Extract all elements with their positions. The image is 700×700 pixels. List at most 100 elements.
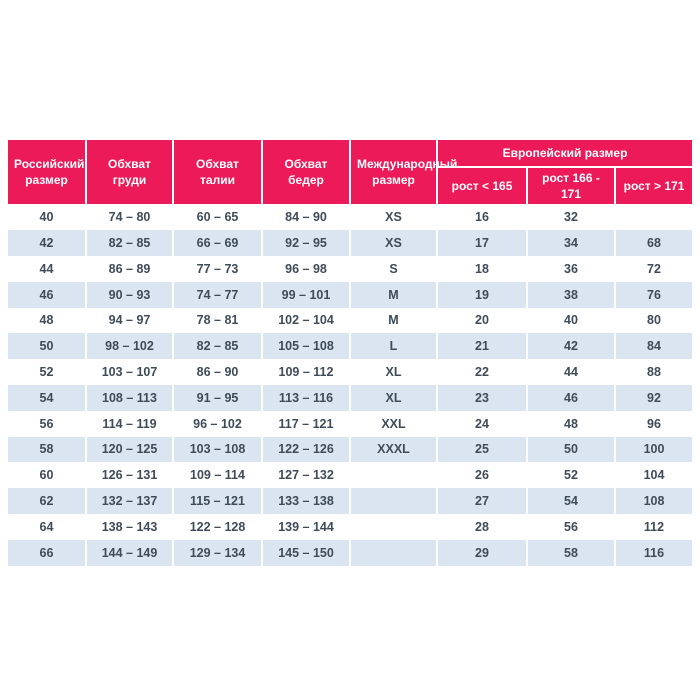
cell: 103 – 107	[85, 359, 173, 385]
cell: 133 – 138	[261, 488, 350, 514]
cell: 98 – 102	[85, 333, 173, 360]
subcolumn-header-height-166-171: рост 166 - 171	[526, 167, 615, 205]
cell: 96 – 102	[172, 410, 262, 437]
cell: 132 – 137	[85, 488, 173, 514]
table-row: 66 144 – 149 129 – 134 145 – 150 29 58 116	[8, 539, 692, 566]
cell: 56	[39, 416, 54, 431]
cell: 40	[39, 210, 54, 225]
cell: 32	[526, 204, 615, 231]
cell: 88	[614, 359, 692, 385]
cell	[614, 204, 692, 231]
cell: 23	[436, 384, 527, 411]
cell: XXL	[349, 410, 437, 437]
cell: 36	[526, 255, 615, 282]
cell: 109 – 112	[261, 359, 350, 385]
cell	[349, 488, 437, 514]
cell: 26	[436, 462, 527, 489]
cell	[349, 513, 437, 540]
cell: 144 – 149	[85, 539, 173, 566]
cell: 19	[436, 281, 527, 308]
cell: 64	[39, 519, 54, 534]
table-row: 48 94 – 97 78 – 81 102 – 104 M 20 40 80	[8, 307, 692, 334]
cell: 86 – 89	[85, 255, 173, 282]
cell: 76	[614, 281, 692, 308]
cell: 99 – 101	[261, 281, 350, 308]
cell: 114 – 119	[85, 410, 173, 437]
cell: M	[349, 307, 437, 334]
cell: 52	[39, 365, 54, 380]
cell: 127 – 132	[261, 462, 350, 489]
cell: 52	[526, 462, 615, 489]
cell: 112	[614, 513, 692, 540]
column-group-header-european-size: Европейский размер	[436, 140, 692, 168]
cell: XS	[349, 204, 437, 231]
column-header-chest: Обхват груди	[85, 140, 173, 205]
cell: 66 – 69	[172, 230, 262, 256]
cell: 48	[39, 313, 54, 328]
cell: 139 – 144	[261, 513, 350, 540]
cell: 62	[39, 494, 54, 509]
subcolumn-header-height-lt-165: рост < 165	[436, 167, 527, 205]
cell: 54	[39, 390, 54, 405]
cell: 56	[526, 513, 615, 540]
table-header: Российский размер Обхват груди Обхват та…	[8, 140, 692, 205]
cell: 66	[39, 545, 54, 560]
cell: 74 – 80	[85, 204, 173, 231]
column-header-hips: Обхват бедер	[261, 140, 350, 205]
cell: 117 – 121	[261, 410, 350, 437]
cell: 122 – 126	[261, 436, 350, 463]
cell: 103 – 108	[172, 436, 262, 463]
cell: S	[349, 255, 437, 282]
cell: 60	[39, 468, 54, 483]
subcolumn-header-height-gt-171: рост > 171	[614, 167, 692, 205]
cell: 96	[614, 410, 692, 437]
cell: 78 – 81	[172, 307, 262, 334]
cell: 50	[526, 436, 615, 463]
cell: 91 – 95	[172, 384, 262, 411]
cell: 60 – 65	[172, 204, 262, 231]
cell: 17	[436, 230, 527, 256]
cell: 54	[526, 488, 615, 514]
cell: 126 – 131	[85, 462, 173, 489]
cell: 42	[526, 333, 615, 360]
table-row: 54 108 – 113 91 – 95 113 – 116 XL 23 46 92	[8, 384, 692, 411]
cell: 74 – 77	[172, 281, 262, 308]
cell: 115 – 121	[172, 488, 262, 514]
table-row: 46 90 – 93 74 – 77 99 – 101 M 19 38 76	[8, 281, 692, 308]
cell: 46	[39, 287, 54, 302]
table-row: 60 126 – 131 109 – 114 127 – 132 26 52 104	[8, 462, 692, 489]
cell: XL	[349, 384, 437, 411]
cell: 24	[436, 410, 527, 437]
cell: 21	[436, 333, 527, 360]
cell: 116	[614, 539, 692, 566]
cell: 28	[436, 513, 527, 540]
size-table: Российский размер Обхват груди Обхват та…	[8, 140, 692, 566]
cell: 104	[614, 462, 692, 489]
cell: 92	[614, 384, 692, 411]
table-row: 50 98 – 102 82 – 85 105 – 108 L 21 42 84	[8, 333, 692, 360]
cell: 94 – 97	[85, 307, 173, 334]
cell: 102 – 104	[261, 307, 350, 334]
cell: 40	[526, 307, 615, 334]
cell: 16	[436, 204, 527, 231]
cell: 18	[436, 255, 527, 282]
cell: 82 – 85	[172, 333, 262, 360]
cell: 38	[526, 281, 615, 308]
column-header-international-size: Международный размер	[349, 140, 457, 205]
table-row: 64 138 – 143 122 – 128 139 – 144 28 56 112	[8, 513, 692, 540]
cell: 44	[526, 359, 615, 385]
cell: 80	[614, 307, 692, 334]
cell: 109 – 114	[172, 462, 262, 489]
cell: 27	[436, 488, 527, 514]
cell: 86 – 90	[172, 359, 262, 385]
table-row: 40 74 – 80 60 – 65 84 – 90 XS 16 32	[8, 204, 692, 231]
cell: 100	[614, 436, 692, 463]
cell: 58	[39, 442, 54, 457]
cell: 113 – 116	[261, 384, 350, 411]
table-row: 58 120 – 125 103 – 108 122 – 126 XXXL 25 50 100	[8, 436, 692, 463]
cell: 68	[614, 230, 692, 256]
cell: 82 – 85	[85, 230, 173, 256]
cell: 46	[526, 384, 615, 411]
cell	[349, 462, 437, 489]
